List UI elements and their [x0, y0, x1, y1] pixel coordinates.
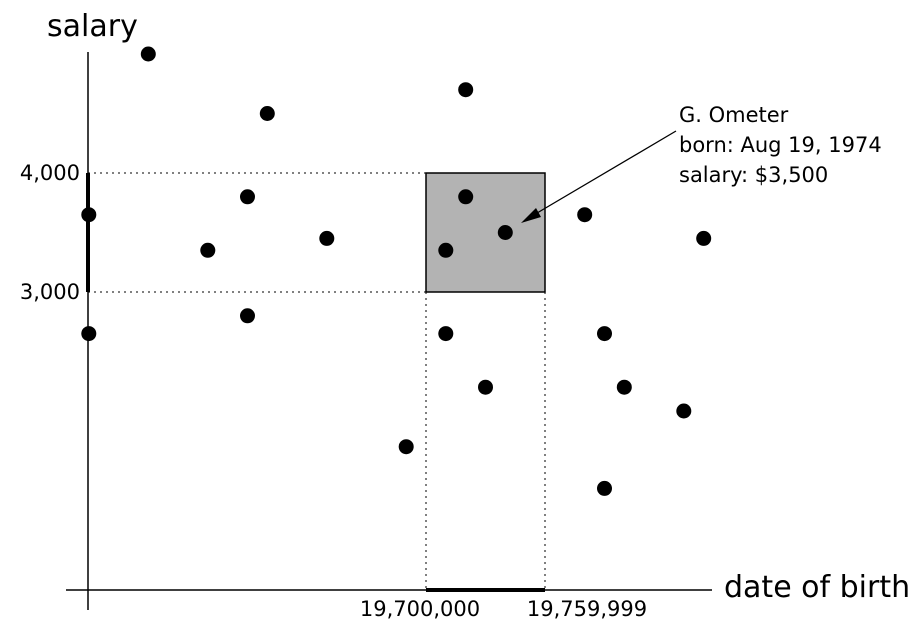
data-point	[676, 403, 692, 419]
query-range-box	[425, 172, 546, 293]
callout-arrowhead	[521, 208, 541, 223]
data-point	[398, 439, 414, 455]
x-tick-label: 19,759,999	[527, 597, 647, 621]
data-point	[597, 480, 612, 496]
data-point	[577, 207, 593, 223]
data-points	[81, 46, 712, 496]
data-point	[478, 379, 493, 395]
data-point	[696, 230, 712, 246]
y-tick-label: 4,000	[20, 161, 80, 185]
callout-name: G. Ometer	[679, 103, 789, 127]
callout-arrow-line	[531, 130, 677, 217]
data-point	[458, 82, 474, 98]
data-point	[497, 225, 513, 240]
callout-salary: salary: $3,500	[679, 163, 828, 187]
data-point	[200, 242, 216, 258]
data-point	[140, 46, 156, 62]
callout-born: born: Aug 19, 1974	[679, 133, 882, 157]
data-point	[81, 326, 97, 342]
data-point	[438, 326, 454, 342]
x-axis-label: date of birth	[724, 570, 910, 605]
data-point	[259, 106, 275, 121]
x-tick-label: 19,700,000	[360, 597, 480, 621]
data-point	[616, 379, 632, 395]
data-point	[438, 242, 454, 258]
data-point	[319, 230, 335, 246]
data-point	[597, 326, 612, 342]
data-point	[240, 189, 255, 205]
y-tick-label: 3,000	[20, 280, 80, 304]
data-point	[81, 207, 97, 223]
y-axis-label: salary	[47, 9, 138, 44]
data-point	[458, 189, 474, 205]
data-point	[240, 308, 255, 324]
